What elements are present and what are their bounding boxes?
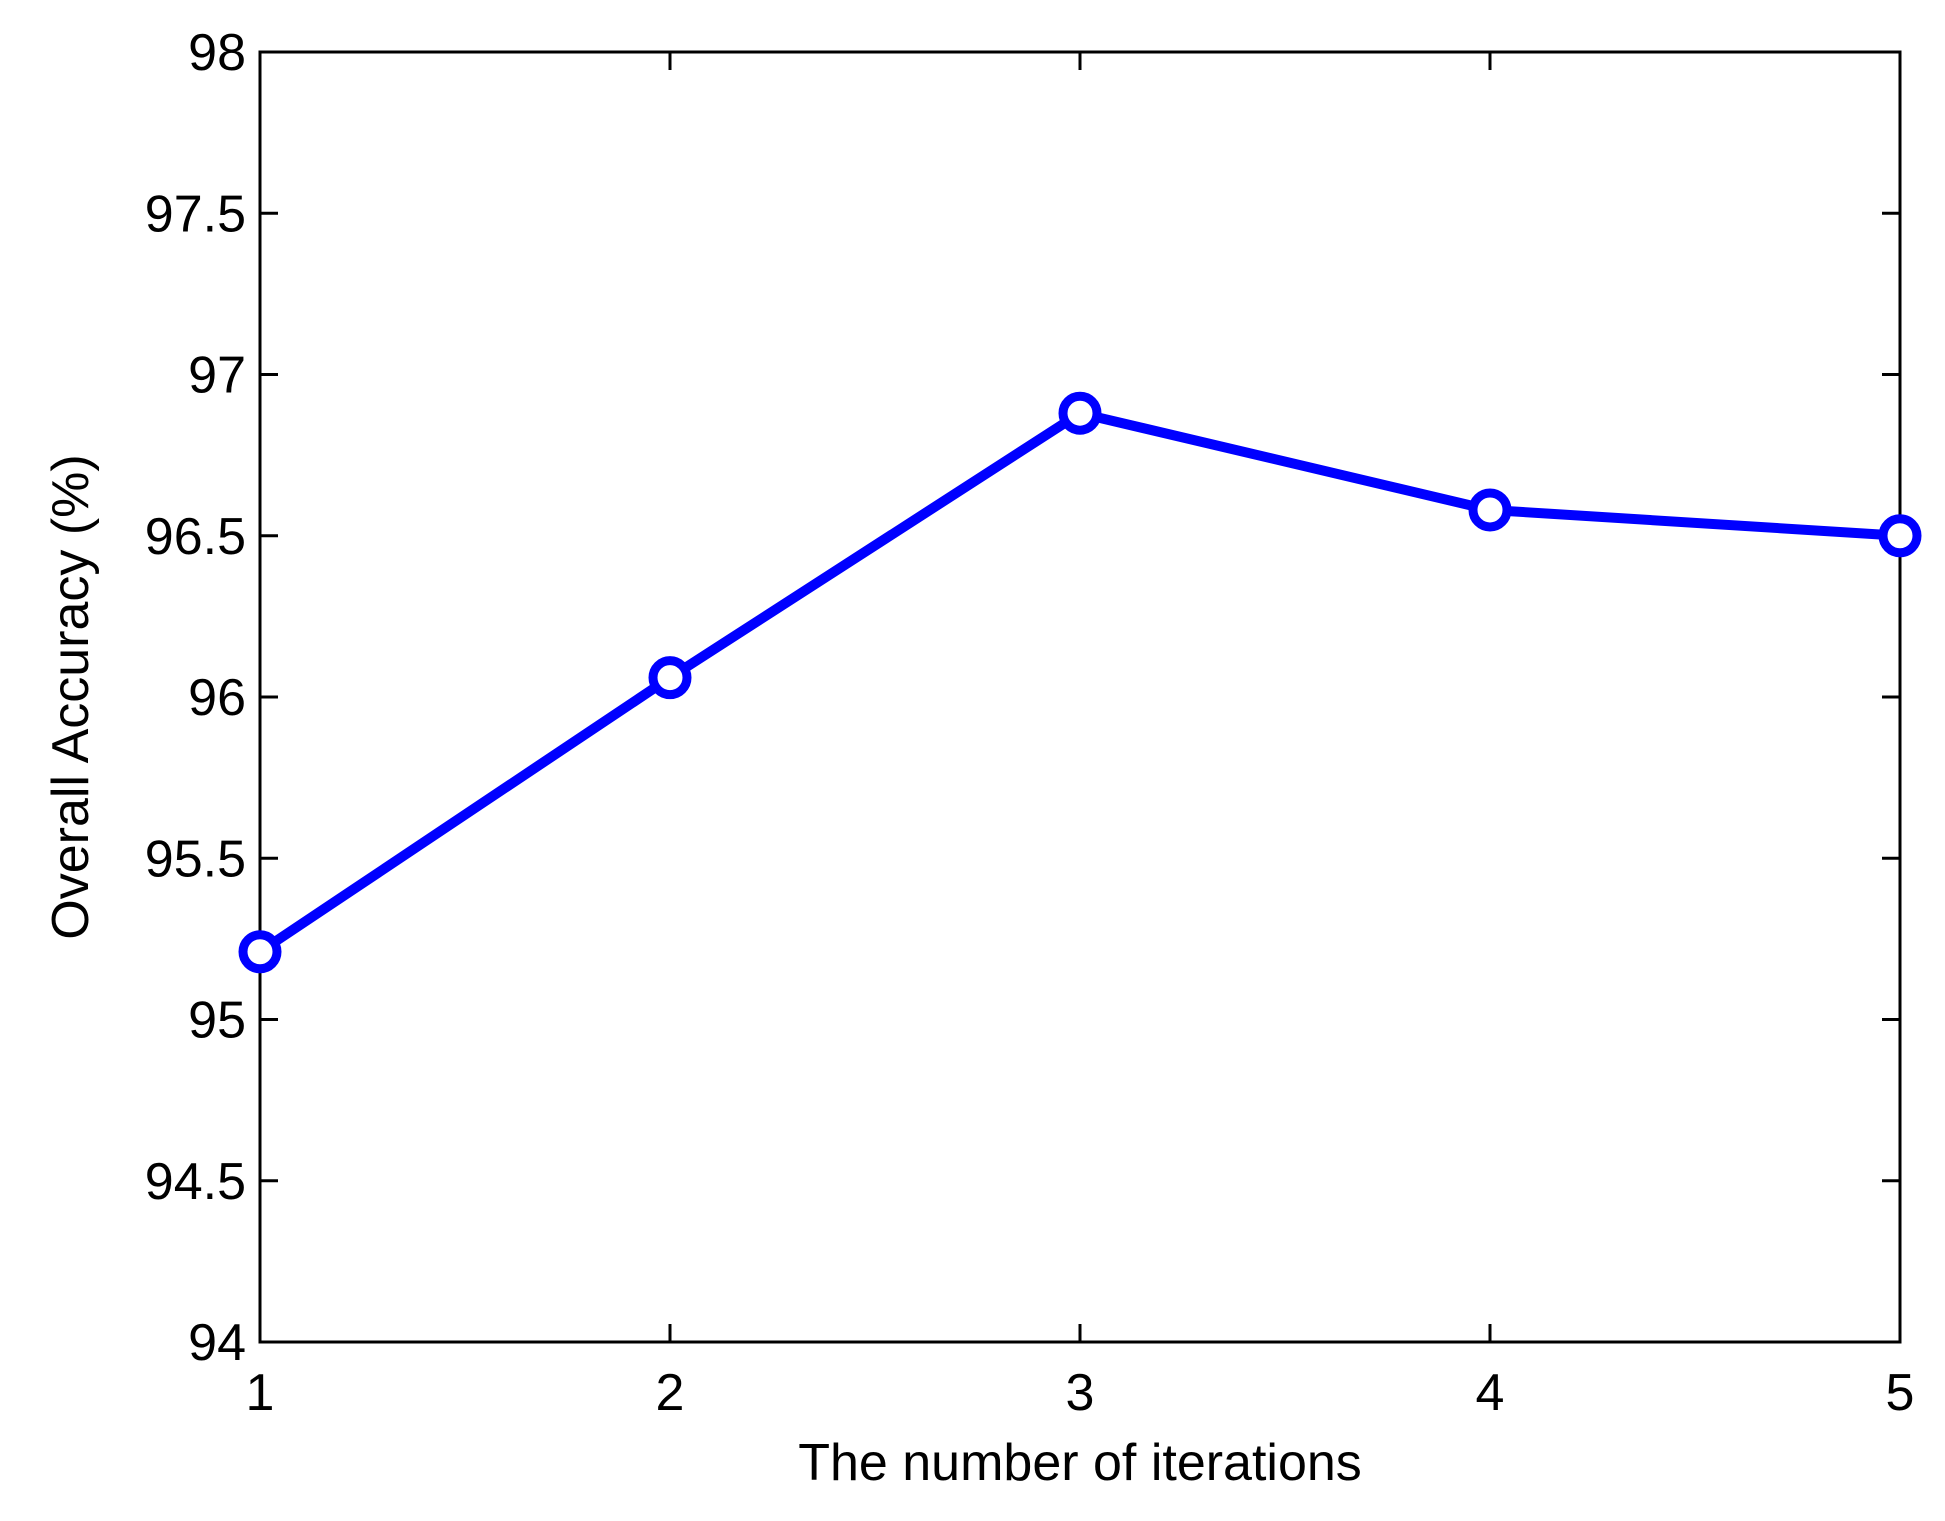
data-point xyxy=(648,656,692,700)
plot-area-frame xyxy=(258,50,1902,1344)
data-point xyxy=(238,930,282,974)
y-tick-label: 94.5 xyxy=(145,1153,246,1211)
x-tick-label: 4 xyxy=(1476,1364,1505,1422)
x-tick-label: 2 xyxy=(656,1364,685,1422)
x-tick-label: 3 xyxy=(1066,1364,1095,1422)
y-tick-label: 95 xyxy=(188,992,246,1050)
y-axis: 94 94.5 95 95.5 96 96.5 97 97.5 98 xyxy=(145,24,1900,1372)
x-axis: 1 2 3 4 5 xyxy=(246,52,1915,1422)
y-tick-label: 97 xyxy=(188,347,246,405)
y-tick-label: 96 xyxy=(188,669,246,727)
y-tick-label: 98 xyxy=(188,24,246,82)
x-tick-label: 1 xyxy=(246,1364,275,1422)
y-tick-label: 95.5 xyxy=(145,830,246,888)
y-tick-label: 97.5 xyxy=(145,185,246,243)
y-tick-label: 96.5 xyxy=(145,508,246,566)
x-tick-label: 5 xyxy=(1886,1364,1915,1422)
y-axis-title: Overall Accuracy (%) xyxy=(42,454,100,939)
x-axis-title: The number of iterations xyxy=(798,1434,1362,1492)
data-point xyxy=(1058,391,1102,435)
data-point xyxy=(1878,514,1922,558)
series-layer xyxy=(238,391,1922,974)
data-point xyxy=(1468,488,1512,532)
y-tick-label: 94 xyxy=(188,1314,246,1372)
